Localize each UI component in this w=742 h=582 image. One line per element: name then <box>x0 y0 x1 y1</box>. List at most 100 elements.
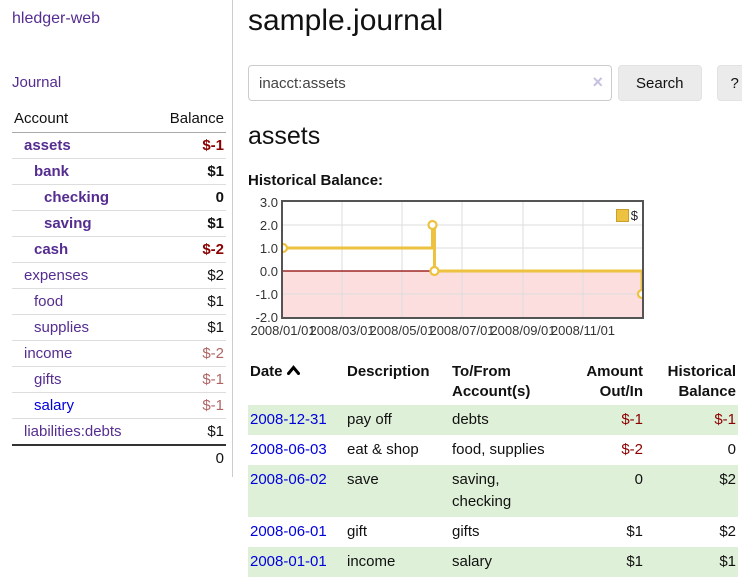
col-header-amount: Amount Out/In <box>586 363 643 400</box>
x-axis-tick-label: 2008/03/01 <box>309 323 375 338</box>
x-axis-tick-label: 2008/09/01 <box>490 323 556 338</box>
account-balance: $-1 <box>202 371 224 388</box>
x-axis-tick-label: 2008/07/01 <box>429 323 495 338</box>
account-row: salary $-1 <box>12 392 226 419</box>
account-balance: $-1 <box>202 397 224 414</box>
transaction-date-link[interactable]: 2008-12-31 <box>250 411 327 428</box>
col-header-tofrom: To/From Account(s) <box>452 363 531 400</box>
account-link-expenses[interactable]: expenses <box>24 267 89 284</box>
transaction-description: income <box>347 553 396 570</box>
account-balance: $2 <box>207 267 224 284</box>
sidebar: hledger-web Journal Account Balance asse… <box>0 0 233 477</box>
transaction-amount: $1 <box>626 523 643 540</box>
y-axis-tick-label: 3.0 <box>259 195 278 210</box>
accounts-total-spacer <box>12 445 153 471</box>
transaction-amount: $-2 <box>621 441 643 458</box>
account-balance: $1 <box>207 319 224 336</box>
account-link-liabilities-debts[interactable]: liabilities:debts <box>24 423 122 440</box>
transaction-amount: 0 <box>634 471 643 488</box>
transaction-description: eat & shop <box>347 441 419 458</box>
page-title: sample.journal <box>248 4 444 37</box>
account-balance: $-2 <box>202 241 224 258</box>
transaction-description: save <box>347 471 379 488</box>
account-balance: $-2 <box>202 345 224 362</box>
transaction-date-link[interactable]: 2008-06-02 <box>250 471 327 488</box>
accounts-header-balance: Balance <box>169 110 224 127</box>
y-axis-tick-label: -1.0 <box>255 287 278 302</box>
register-row: 2008-06-03 eat & shop food, supplies $-2 0 <box>248 435 738 465</box>
search-input-wrap: × <box>248 65 612 101</box>
accounts-header-row: Account Balance <box>12 107 226 133</box>
account-heading: assets <box>248 122 321 150</box>
account-link-gifts[interactable]: gifts <box>34 371 62 388</box>
y-axis-tick-label: 1.0 <box>259 241 278 256</box>
search-button[interactable]: Search <box>618 65 702 101</box>
transaction-balance: $1 <box>719 553 736 570</box>
y-axis-tick-label: -2.0 <box>255 310 278 325</box>
accounts-table: Account Balance assets $-1 bank $1 checking 0… <box>12 107 226 471</box>
chart-title: Historical Balance: <box>248 172 384 189</box>
account-row: gifts $-1 <box>12 366 226 393</box>
transaction-accounts: salary <box>452 553 493 570</box>
account-link-income[interactable]: income <box>24 345 73 362</box>
transaction-balance: $2 <box>719 523 736 540</box>
sidebar-item-journal[interactable]: Journal <box>12 74 62 91</box>
account-balance: $1 <box>207 215 224 232</box>
register-row: 2008-06-02 save saving, checking 0 $2 <box>248 465 738 517</box>
account-link-saving[interactable]: saving <box>44 215 92 232</box>
account-balance: 0 <box>215 189 224 206</box>
legend-swatch-icon <box>615 209 629 222</box>
search-input[interactable] <box>248 65 612 101</box>
col-header-date-label: Date <box>250 363 283 380</box>
col-header-date[interactable]: Date <box>248 359 345 405</box>
account-row: expenses $2 <box>12 262 226 289</box>
account-link-bank[interactable]: bank <box>34 163 70 180</box>
transaction-amount: $-1 <box>621 411 643 428</box>
legend-label: $ <box>630 208 638 223</box>
transaction-date-link[interactable]: 2008-06-01 <box>250 523 327 540</box>
account-balance: $1 <box>207 293 224 310</box>
col-header-balance: Historical Balance <box>667 363 736 400</box>
transaction-description: pay off <box>347 411 392 428</box>
brand-link[interactable]: hledger-web <box>12 10 101 27</box>
account-link-checking[interactable]: checking <box>44 189 110 206</box>
transaction-balance: 0 <box>727 441 736 458</box>
account-row: income $-2 <box>12 340 226 367</box>
main-content: sample.journal × Search ? assets Histori… <box>233 0 742 577</box>
accounts-header-account: Account <box>14 110 69 127</box>
account-link-assets[interactable]: assets <box>24 137 71 154</box>
transaction-accounts: saving, checking <box>452 471 512 510</box>
account-link-salary[interactable]: salary <box>34 397 75 414</box>
account-balance: $-1 <box>202 137 224 154</box>
register-row: 2008-06-01 gift gifts $1 $2 <box>248 517 738 547</box>
account-row: cash $-2 <box>12 236 226 263</box>
account-balance: $1 <box>207 423 224 440</box>
transaction-accounts: gifts <box>452 523 480 540</box>
account-row: bank $1 <box>12 158 226 185</box>
help-button[interactable]: ? <box>716 65 742 101</box>
register-row: 2008-12-31 pay off debts $-1 $-1 <box>248 405 738 435</box>
transaction-balance: $2 <box>719 471 736 488</box>
chart-legend: $ <box>615 208 638 223</box>
balance-chart: 3.0 2.0 1.0 0.0 -1.0 -2.0 $ 2008/01/01 2008/03… <box>248 195 742 342</box>
account-link-food[interactable]: food <box>34 293 64 310</box>
account-link-supplies[interactable]: supplies <box>34 319 90 336</box>
account-balance: $1 <box>207 163 224 180</box>
transaction-date-link[interactable]: 2008-06-03 <box>250 441 327 458</box>
account-link-cash[interactable]: cash <box>34 241 69 258</box>
account-row: supplies $1 <box>12 314 226 341</box>
chart-canvas <box>283 202 642 317</box>
accounts-total-row: 0 <box>12 445 226 471</box>
clear-search-icon[interactable]: × <box>592 72 603 92</box>
account-row: checking 0 <box>12 184 226 211</box>
sort-up-icon <box>286 365 300 375</box>
account-row: food $1 <box>12 288 226 315</box>
register-header-row: Date Description To/From Account(s) Amou… <box>248 359 738 405</box>
transaction-date-link[interactable]: 2008-01-01 <box>250 553 327 570</box>
col-header-description: Description <box>347 363 430 380</box>
accounts-total-value: 0 <box>215 450 224 467</box>
y-axis-tick-label: 0.0 <box>259 264 278 279</box>
x-axis-tick-label: 2008/01/01 <box>250 323 316 338</box>
y-axis-tick-label: 2.0 <box>259 218 278 233</box>
